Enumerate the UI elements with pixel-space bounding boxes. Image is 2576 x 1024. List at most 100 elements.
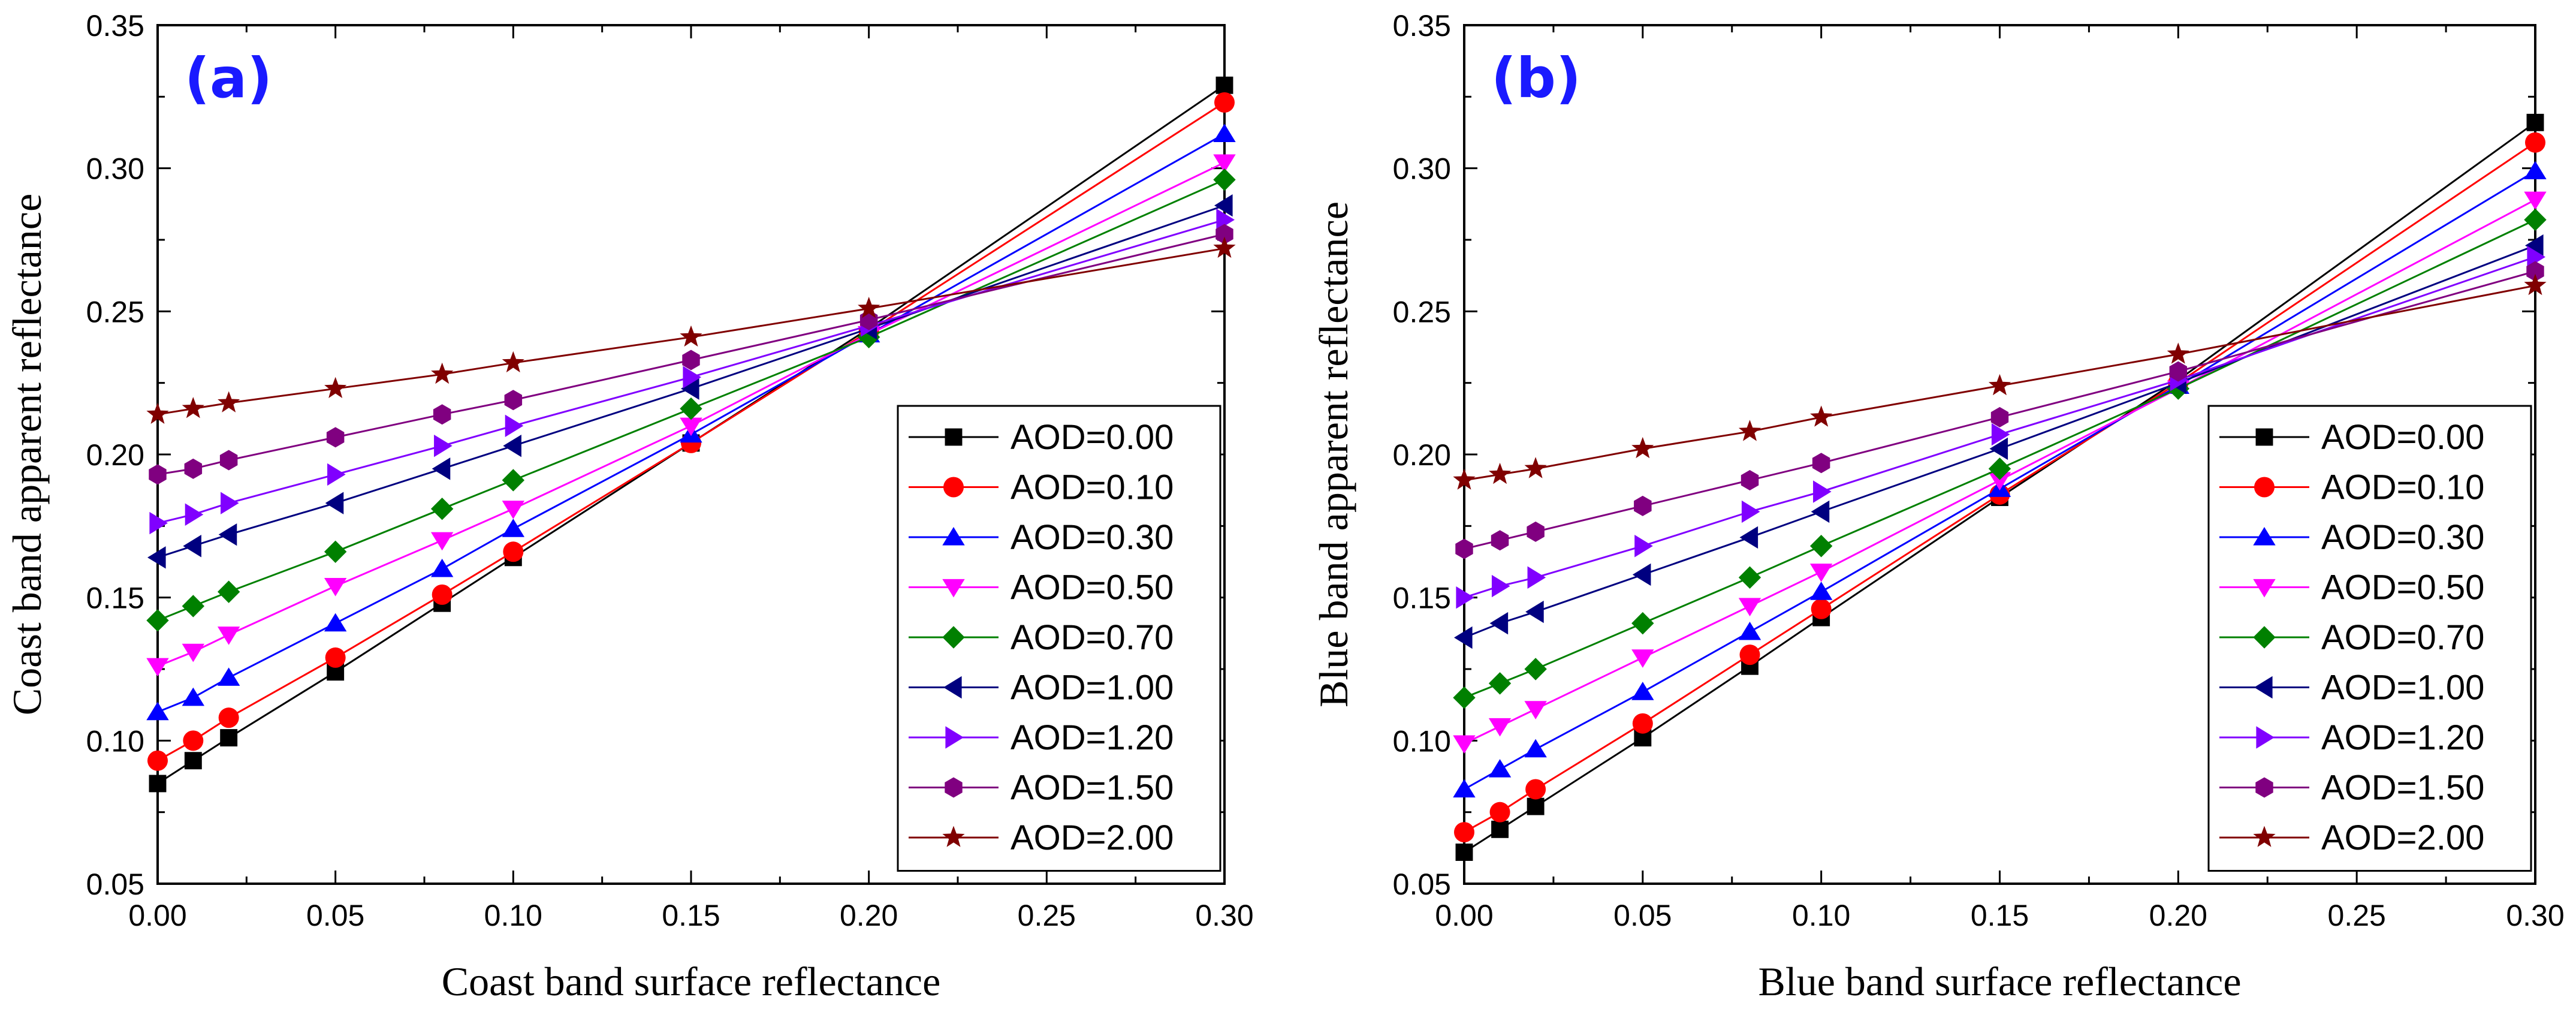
legend-label: AOD=1.20 [2321,718,2484,757]
data-point [434,434,453,457]
data-point [147,750,168,771]
data-point [1213,154,1236,173]
legend-label: AOD=0.30 [2321,518,2484,557]
data-point [1991,423,2010,446]
legend-label: AOD=1.50 [1011,769,1174,808]
data-point [183,730,204,751]
y-tick-label: 0.30 [1393,152,1451,186]
x-tick-label: 0.05 [306,899,364,932]
data-point [2524,208,2547,231]
legend-marker [2253,527,2276,546]
data-point [220,729,238,747]
data-point [1989,437,2008,460]
chart-panel-a: 0.00 0.05 0.10 0.15 0.20 0.25 0.300.050.100.15… [4,9,1254,1004]
data-point [2526,261,2544,282]
data-point [1809,564,1833,582]
legend-label: AOD=0.70 [1011,618,1174,657]
data-point [432,584,453,605]
data-point [149,464,167,485]
data-point [1524,739,1547,758]
legend-label: AOD=2.00 [1011,818,1174,857]
x-tick-label: 0.30 [2506,899,2564,932]
x-axis-title: Coast band surface reflectance [442,959,941,1004]
data-point [182,643,205,662]
data-point [680,417,702,436]
data-point [1488,672,1512,695]
data-point [1213,236,1236,258]
legend-marker [2255,777,2273,798]
data-point [146,402,169,424]
data-point [1216,208,1235,231]
y-tick-label: 0.25 [86,295,144,329]
data-point [1738,566,1761,589]
x-axis-title: Blue band surface reflectance [1758,959,2241,1004]
legend-marker [942,626,965,649]
legend-marker [942,527,965,546]
data-point [146,658,169,677]
y-tick-label: 0.10 [1393,724,1451,758]
data-point [2525,132,2545,153]
data-point [1524,457,1547,478]
data-point [682,350,700,371]
data-point [1489,462,1512,484]
data-point [1491,820,1509,838]
legend-label: AOD=0.30 [1011,518,1174,557]
data-point [1454,626,1473,649]
data-point [1631,682,1654,700]
y-tick-label: 0.15 [86,582,144,615]
data-point [325,492,344,514]
data-point [1215,76,1233,94]
data-point [149,775,167,793]
legend-label: AOD=1.00 [2321,668,2484,707]
data-point [1527,797,1545,815]
data-point [680,325,702,347]
y-tick-label: 0.35 [1393,9,1451,43]
y-tick-label: 0.15 [1393,582,1451,615]
data-point [1488,718,1512,737]
data-point [1632,563,1651,586]
data-point [219,450,238,471]
data-point [504,390,523,411]
legend-label: AOD=0.50 [1011,568,1174,607]
data-point [432,457,451,480]
data-point [146,701,169,721]
data-point [1453,735,1476,754]
data-point [1213,124,1236,142]
data-point [149,511,168,535]
y-tick-label: 0.30 [86,152,144,186]
data-point [324,613,347,632]
data-point [1634,495,1652,516]
data-point [2167,342,2189,364]
data-point [1809,535,1833,558]
data-point [681,377,699,400]
data-point [2524,161,2547,180]
data-point [2526,113,2544,131]
data-point [502,501,525,519]
data-point [1491,574,1510,598]
data-point [1631,649,1654,668]
legend-marker [2254,676,2273,699]
x-tick-label: 0.00 [1435,899,1493,932]
data-point [1456,586,1474,609]
data-point [502,469,525,492]
data-point [1811,500,1830,523]
legend-marker [943,477,964,498]
data-point [218,391,240,412]
legend-label: AOD=1.50 [2321,769,2484,808]
panel-label: (a) [185,46,272,110]
y-tick-label: 0.05 [1393,868,1451,901]
data-point [1491,530,1509,551]
data-point [1455,538,1473,559]
data-point [1455,844,1473,861]
data-point [1488,759,1512,778]
data-point [1631,436,1654,459]
data-point [503,541,524,562]
data-point [2524,273,2547,296]
data-point [431,362,454,384]
data-point [683,366,701,388]
y-tick-label: 0.05 [86,868,144,901]
data-point [218,523,237,546]
data-point [1738,420,1761,441]
x-tick-label: 0.20 [2149,899,2207,932]
data-point [1634,535,1653,558]
